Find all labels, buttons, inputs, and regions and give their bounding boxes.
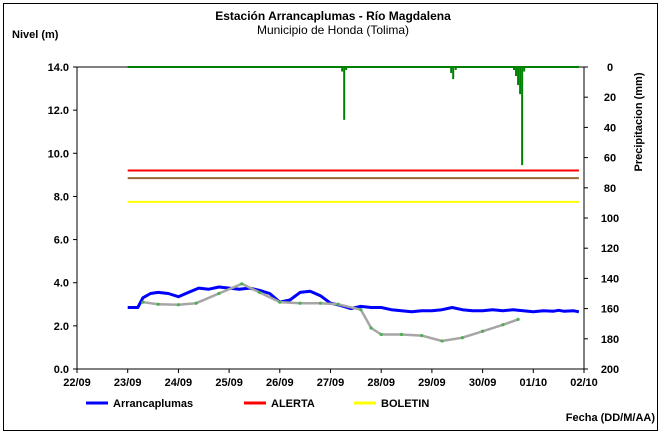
marker-point	[217, 291, 221, 296]
marker-point	[176, 303, 180, 307]
x-tick-label: 01/10	[520, 377, 548, 389]
y2-tick-label: 160	[601, 304, 619, 316]
y2-axis-ticks: 0 20 40 60 80 100 120 140 160 180 200	[584, 62, 619, 376]
chart: Estación Arrancaplumas - Río Magdalena M…	[12, 9, 656, 424]
x-axis-label: Fecha (DD/M/AA)	[566, 412, 656, 424]
chart-subtitle: Municipio de Honda (Tolima)	[257, 23, 409, 37]
y2-tick-label: 140	[601, 273, 619, 285]
y2-tick-label: 80	[604, 183, 616, 195]
y-axis-label: Nivel (m)	[12, 29, 59, 41]
y2-tick-label: 180	[601, 334, 619, 346]
x-tick-label: 27/09	[317, 377, 345, 389]
y-tick-label: 2.0	[54, 321, 69, 333]
marker-point	[318, 301, 322, 305]
y2-axis-label: Precipitacion (mm)	[633, 72, 645, 171]
x-tick-label: 25/09	[215, 377, 243, 389]
legend: Arrancaplumas ALERTA BOLETIN	[86, 398, 429, 410]
y-tick-label: 12.0	[48, 105, 69, 117]
x-axis-ticks: 22/09 23/09 24/09 25/09 26/09 27/09 28/09 29/09…	[63, 369, 598, 389]
y-tick-label: 4.0	[54, 278, 69, 290]
x-tick-label: 29/09	[418, 377, 446, 389]
y2-tick-label: 20	[604, 92, 616, 104]
marker-point	[379, 332, 383, 337]
marker-point	[460, 336, 464, 340]
y2-tick-label: 40	[604, 122, 616, 134]
marker-point	[298, 301, 302, 305]
x-tick-label: 23/09	[114, 377, 142, 389]
marker-point	[369, 326, 373, 330]
y-tick-label: 8.0	[54, 191, 69, 203]
chart-frame: Estación Arrancaplumas - Río Magdalena M…	[3, 3, 658, 431]
marker-point	[440, 339, 444, 343]
y2-tick-label: 200	[601, 364, 619, 376]
y2-tick-label: 60	[604, 153, 616, 165]
y2-tick-label: 100	[601, 213, 619, 225]
marker-point	[240, 282, 244, 286]
marker-point	[257, 290, 262, 295]
x-tick-label: 26/09	[266, 377, 294, 389]
marker-point	[501, 323, 505, 327]
x-tick-label: 28/09	[367, 377, 395, 389]
marker-point	[194, 301, 198, 305]
x-tick-label: 24/09	[165, 377, 193, 389]
legend-label-alerta: ALERTA	[271, 398, 315, 410]
marker-point	[156, 302, 160, 306]
series-1-line	[142, 282, 519, 343]
y-tick-label: 10.0	[48, 148, 69, 160]
marker-point	[420, 333, 424, 338]
y2-tick-label: 0	[607, 62, 613, 74]
y-tick-label: 6.0	[54, 235, 69, 247]
x-tick-label: 22/09	[63, 377, 91, 389]
y2-tick-label: 120	[601, 243, 619, 255]
marker-point	[141, 300, 145, 304]
marker-point	[516, 317, 520, 321]
marker-point	[481, 329, 485, 333]
legend-label-arrancaplumas: Arrancaplumas	[113, 398, 193, 410]
marker-point	[336, 302, 340, 306]
y-tick-label: 0.0	[54, 364, 69, 376]
marker-point	[359, 308, 363, 312]
chart-title: Estación Arrancaplumas - Río Magdalena	[215, 9, 451, 23]
x-tick-label: 02/10	[570, 377, 598, 389]
y-tick-label: 14.0	[48, 62, 69, 74]
legend-label-boletin: BOLETIN	[381, 398, 429, 410]
x-tick-label: 30/09	[469, 377, 497, 389]
y-axis-ticks: 0.0 2.0 4.0 6.0 8.0 10.0 12.0 14.0	[48, 62, 77, 376]
plot-area	[76, 66, 585, 370]
marker-point	[399, 332, 404, 337]
marker-point	[278, 300, 282, 304]
